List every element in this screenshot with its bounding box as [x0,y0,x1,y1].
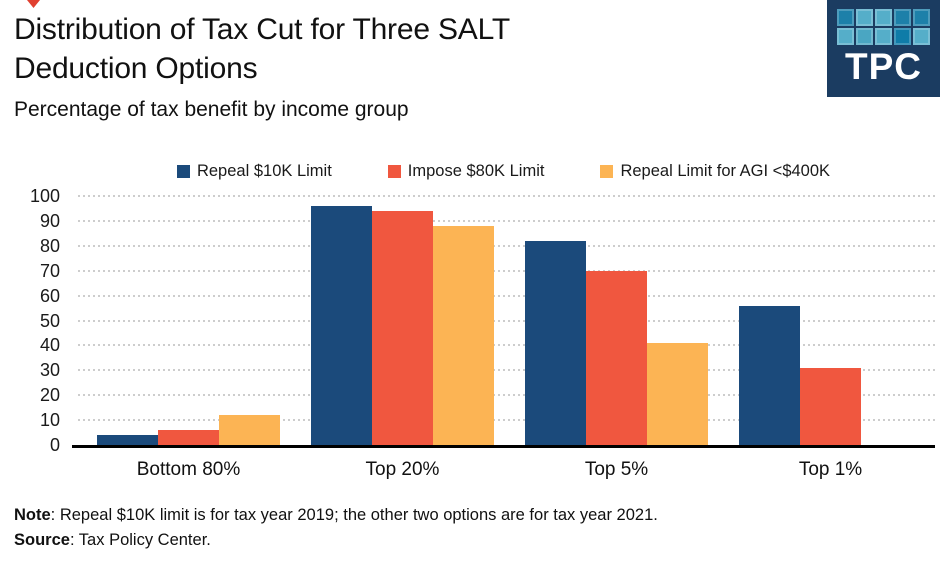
plot-area: 0 10 20 30 40 50 60 70 80 90 100 [30,186,935,455]
legend-item: Repeal Limit for AGI <$400K [600,162,830,181]
x-axis-tick-label: Top 20% [365,459,440,480]
logo-square [913,9,930,26]
note-text: : Repeal $10K limit is for tax year 2019… [50,506,658,524]
y-axis-tick-label: 70 [39,260,60,281]
bar-impose-80k-limit [586,270,647,445]
bar-group-bottom-80- [97,415,280,445]
y-axis-tick-label: 0 [49,435,60,455]
logo-square [875,28,892,45]
gridline-30 [78,369,935,372]
bar-impose-80k-limit [158,430,219,445]
page-title: Distribution of Tax Cut for Three SALT De… [14,10,510,88]
bar-repeal-limit-for-agi-400k [219,415,280,445]
y-axis-tick-label: 40 [39,335,60,356]
bar-repeal-10k-limit [525,240,586,445]
legend-label: Impose $80K Limit [407,162,545,180]
bar-group-top-20- [311,205,494,445]
source-line: Source: Tax Policy Center. [14,528,658,553]
legend-item: Impose $80K Limit [387,162,545,181]
y-axis-tick-label: 30 [39,360,60,381]
source-label: Source [14,531,70,549]
note-label: Note [14,506,51,524]
logo-square [894,9,911,26]
legend-swatch-icon [387,165,401,178]
logo-square [837,9,854,26]
title-line-1: Distribution of Tax Cut for Three SALT [14,13,510,46]
tpc-logo-text: TPC [845,46,922,87]
y-axis-tick-label: 20 [39,385,60,406]
legend-label: Repeal Limit for AGI <$400K [620,162,831,180]
bar-group-top-5- [525,240,708,445]
chart-subtitle: Percentage of tax benefit by income grou… [14,98,409,121]
gridline-20 [78,394,935,397]
gridline-70 [78,269,935,272]
gridline-90 [78,219,935,222]
y-axis-tick-label: 60 [39,285,60,306]
logo-square [856,9,873,26]
bar-repeal-limit-for-agi-400k [647,342,708,445]
source-text: : Tax Policy Center. [69,531,211,549]
legend-item: Repeal $10K Limit [176,162,332,181]
logo-square [856,28,873,45]
x-axis-labels: Bottom 80% Top 20% Top 5% Top 1% [72,459,935,481]
logo-square [875,9,892,26]
y-axis-tick-label: 10 [39,410,60,431]
legend-swatch-icon [176,165,190,178]
chart-footnotes: Note: Repeal $10K limit is for tax year … [14,503,658,553]
y-axis-tick-label: 90 [39,210,60,231]
bar-repeal-10k-limit [739,305,800,445]
gridline-60 [78,294,935,297]
y-axis-tick-label: 80 [39,235,60,256]
tpc-logo-grid [827,0,940,45]
gridline-40 [78,344,935,347]
gridline-50 [78,319,935,322]
logo-square [894,28,911,45]
bar-repeal-10k-limit [97,435,158,445]
title-line-2: Deduction Options [14,52,258,85]
tpc-logo: TPC [827,0,940,97]
x-axis-tick-label: Top 1% [798,459,863,480]
gridline-100 [78,195,935,197]
legend-label: Repeal $10K Limit [196,162,332,180]
x-axis-tick-label: Top 5% [584,459,649,480]
note-line: Note: Repeal $10K limit is for tax year … [14,503,658,528]
bar-group-top-1- [739,305,922,445]
gridline-80 [78,244,935,247]
chart-legend: Repeal $10K Limit Impose $80K Limit Repeal… [72,162,935,181]
bar-repeal-10k-limit [311,205,372,445]
y-axis-tick-label: 50 [39,310,60,331]
bar-groups [72,199,935,445]
gridline-10 [78,419,935,422]
x-axis-tick-label: Bottom 80% [136,459,241,480]
legend-swatch-icon [600,165,614,178]
bar-impose-80k-limit [800,367,861,445]
red-corner-mark [27,0,40,8]
logo-square [837,28,854,45]
y-axis-tick-label: 100 [29,186,60,206]
chart-header: Distribution of Tax Cut for Three SALT De… [14,10,510,122]
bar-impose-80k-limit [372,210,433,445]
logo-square [913,28,930,45]
bar-repeal-limit-for-agi-400k [433,225,494,445]
